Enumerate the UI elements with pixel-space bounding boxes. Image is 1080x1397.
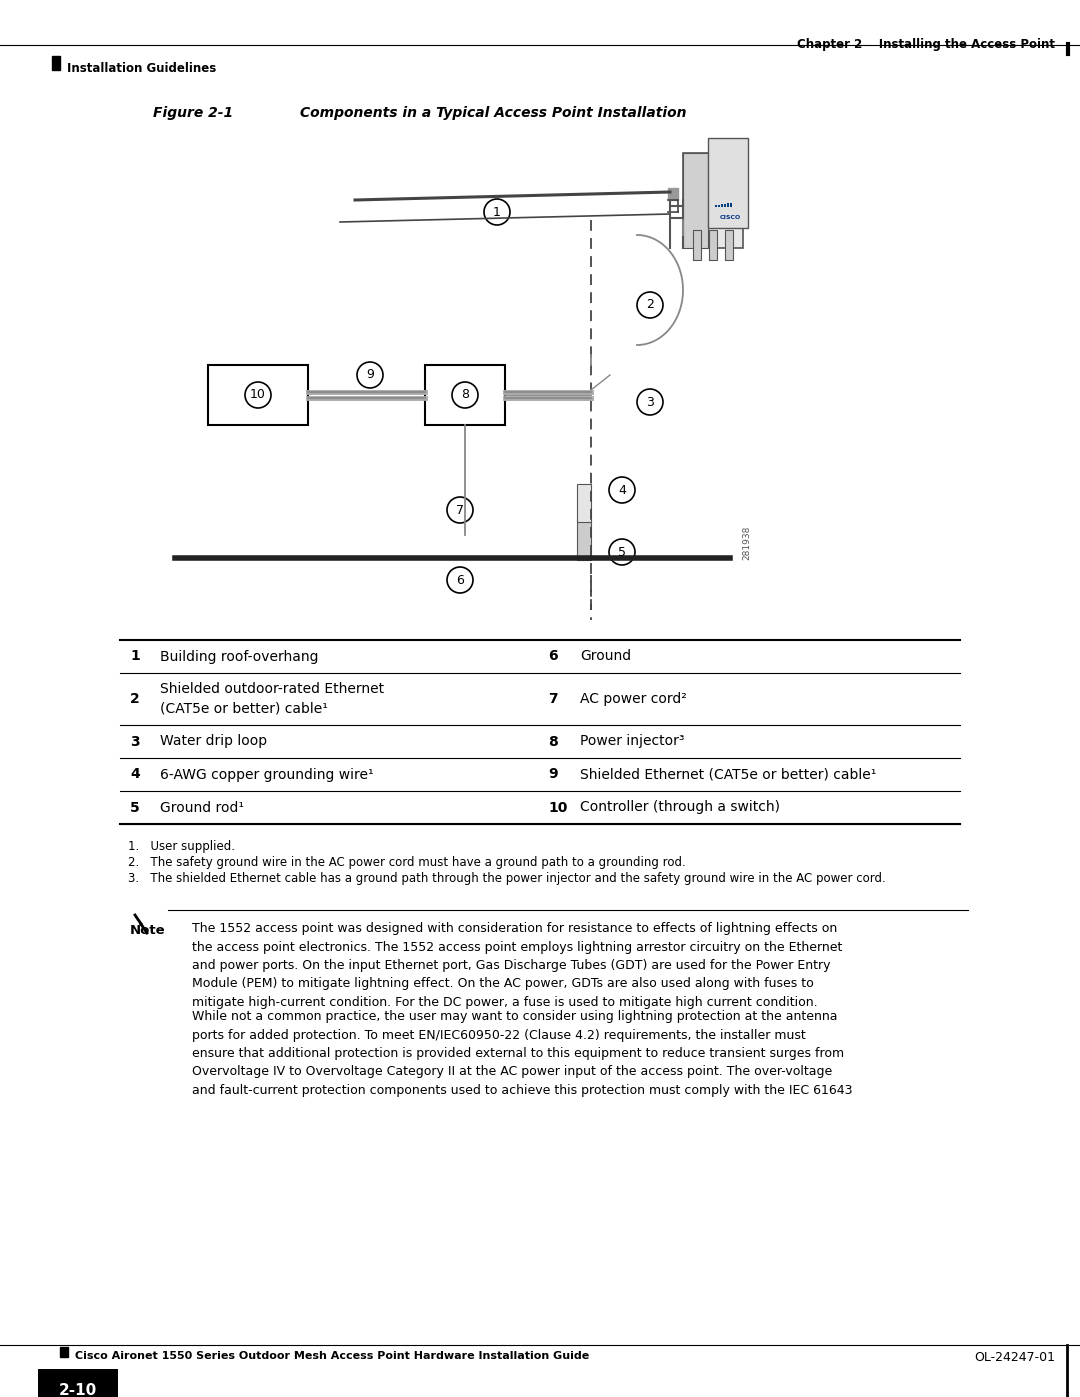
Text: OL-24247-01: OL-24247-01 bbox=[974, 1351, 1055, 1363]
Bar bbox=[730, 203, 732, 207]
Bar bbox=[725, 231, 733, 260]
Text: 9: 9 bbox=[366, 369, 374, 381]
Text: 7: 7 bbox=[456, 503, 464, 517]
Text: Figure 2-1: Figure 2-1 bbox=[153, 106, 233, 120]
Circle shape bbox=[453, 381, 478, 408]
Bar bbox=[426, 365, 505, 425]
Bar bbox=[683, 154, 743, 249]
Bar bbox=[577, 483, 591, 522]
Bar bbox=[669, 189, 678, 200]
Circle shape bbox=[637, 388, 663, 415]
Bar bbox=[721, 204, 723, 207]
Text: The 1552 access point was designed with consideration for resistance to effects : The 1552 access point was designed with … bbox=[192, 922, 842, 1009]
Text: 6-AWG copper grounding wire¹: 6-AWG copper grounding wire¹ bbox=[160, 767, 374, 781]
Text: Installation Guidelines: Installation Guidelines bbox=[67, 61, 216, 75]
Text: Water drip loop: Water drip loop bbox=[160, 735, 267, 749]
Text: 2-10: 2-10 bbox=[59, 1383, 97, 1397]
Bar bbox=[708, 231, 717, 260]
Text: 5: 5 bbox=[130, 800, 139, 814]
Text: Building roof-overhang: Building roof-overhang bbox=[160, 650, 319, 664]
Circle shape bbox=[609, 476, 635, 503]
Text: Controller (through a switch): Controller (through a switch) bbox=[580, 800, 780, 814]
Bar bbox=[715, 205, 717, 207]
Text: 4: 4 bbox=[130, 767, 139, 781]
Text: AC power cord²: AC power cord² bbox=[580, 692, 687, 705]
Bar bbox=[693, 231, 701, 260]
Text: 6: 6 bbox=[456, 574, 464, 587]
Bar bbox=[38, 1369, 118, 1397]
Text: 4: 4 bbox=[618, 483, 626, 496]
Text: 1: 1 bbox=[130, 650, 139, 664]
Text: 281938: 281938 bbox=[742, 525, 751, 560]
Text: 2: 2 bbox=[130, 692, 139, 705]
Text: 2: 2 bbox=[646, 299, 653, 312]
Text: 3: 3 bbox=[646, 395, 653, 408]
Text: 1: 1 bbox=[494, 205, 501, 218]
Circle shape bbox=[484, 198, 510, 225]
Text: Note: Note bbox=[130, 923, 165, 937]
Bar bbox=[52, 56, 60, 70]
Text: 5: 5 bbox=[618, 545, 626, 559]
Text: 6: 6 bbox=[548, 650, 557, 664]
Bar bbox=[208, 365, 308, 425]
Text: 8: 8 bbox=[548, 735, 557, 749]
Text: 2.   The safety ground wire in the AC power cord must have a ground path to a gr: 2. The safety ground wire in the AC powe… bbox=[129, 856, 686, 869]
Text: (CAT5e or better) cable¹: (CAT5e or better) cable¹ bbox=[160, 701, 328, 715]
Text: While not a common practice, the user may want to consider using lightning prote: While not a common practice, the user ma… bbox=[192, 1010, 852, 1097]
Text: Ground: Ground bbox=[580, 650, 631, 664]
Bar bbox=[683, 154, 708, 249]
Text: Ground rod¹: Ground rod¹ bbox=[160, 800, 244, 814]
Bar bbox=[60, 1347, 68, 1356]
Text: 3: 3 bbox=[130, 735, 139, 749]
Circle shape bbox=[609, 539, 635, 564]
Text: 1.   User supplied.: 1. User supplied. bbox=[129, 840, 235, 854]
Text: Cisco Aironet 1550 Series Outdoor Mesh Access Point Hardware Installation Guide: Cisco Aironet 1550 Series Outdoor Mesh A… bbox=[75, 1351, 590, 1361]
Bar bbox=[727, 203, 729, 207]
Text: 3.   The shielded Ethernet cable has a ground path through the power injector an: 3. The shielded Ethernet cable has a gro… bbox=[129, 872, 886, 886]
Bar bbox=[724, 204, 726, 207]
Text: Shielded outdoor-rated Ethernet: Shielded outdoor-rated Ethernet bbox=[160, 682, 384, 696]
Bar bbox=[577, 520, 591, 560]
Circle shape bbox=[357, 362, 383, 388]
Circle shape bbox=[637, 292, 663, 319]
Text: CISCO: CISCO bbox=[719, 215, 741, 219]
Circle shape bbox=[447, 497, 473, 522]
Text: 10: 10 bbox=[548, 800, 567, 814]
Bar bbox=[708, 138, 748, 228]
Text: 7: 7 bbox=[548, 692, 557, 705]
Text: Power injector³: Power injector³ bbox=[580, 735, 685, 749]
Circle shape bbox=[245, 381, 271, 408]
Text: 9: 9 bbox=[548, 767, 557, 781]
Circle shape bbox=[447, 567, 473, 592]
Bar bbox=[718, 204, 720, 207]
Text: Components in a Typical Access Point Installation: Components in a Typical Access Point Ins… bbox=[300, 106, 687, 120]
Text: Shielded Ethernet (CAT5e or better) cable¹: Shielded Ethernet (CAT5e or better) cabl… bbox=[580, 767, 876, 781]
Text: 8: 8 bbox=[461, 388, 469, 401]
Text: 10: 10 bbox=[251, 388, 266, 401]
Text: Chapter 2    Installing the Access Point: Chapter 2 Installing the Access Point bbox=[797, 38, 1055, 52]
